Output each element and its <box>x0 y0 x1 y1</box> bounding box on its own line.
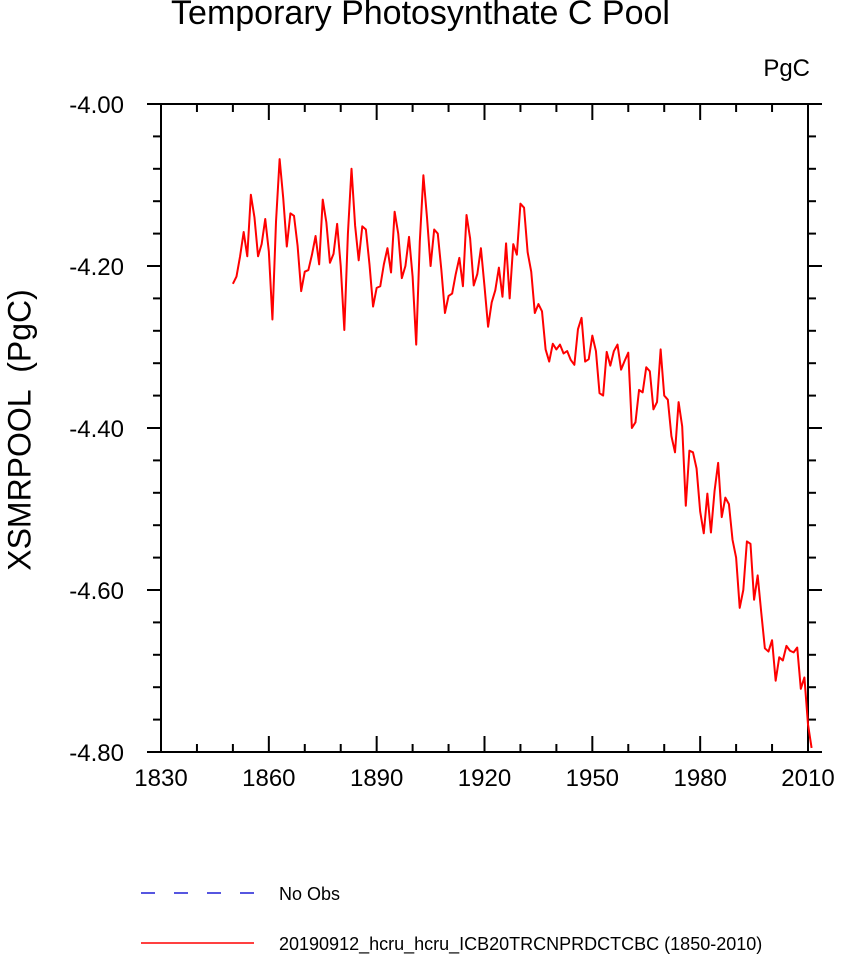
x-tick-label: 1830 <box>134 765 187 792</box>
x-tick-label: 1920 <box>458 765 511 792</box>
y-tick-label: -4.00 <box>69 92 124 119</box>
y-tick-label: -4.80 <box>69 740 124 767</box>
x-tick-label: 2010 <box>781 765 834 792</box>
legend-label: No Obs <box>279 884 340 904</box>
units-label: PgC <box>763 55 810 82</box>
x-tick-label: 1950 <box>566 765 619 792</box>
x-tick-label: 1890 <box>350 765 403 792</box>
plot-frame <box>160 103 809 753</box>
legend-label: 20190912_hcru_hcru_ICB20TRCNPRDCTCBC (18… <box>279 934 762 955</box>
y-tick-label: -4.40 <box>69 416 124 443</box>
x-tick-label: 1980 <box>673 765 726 792</box>
y-tick-label: -4.20 <box>69 254 124 281</box>
chart-title: Temporary Photosynthate C Pool <box>171 0 670 32</box>
series-line <box>231 158 813 749</box>
x-tick-label: 1860 <box>242 765 295 792</box>
y-tick-label: -4.60 <box>69 578 124 605</box>
